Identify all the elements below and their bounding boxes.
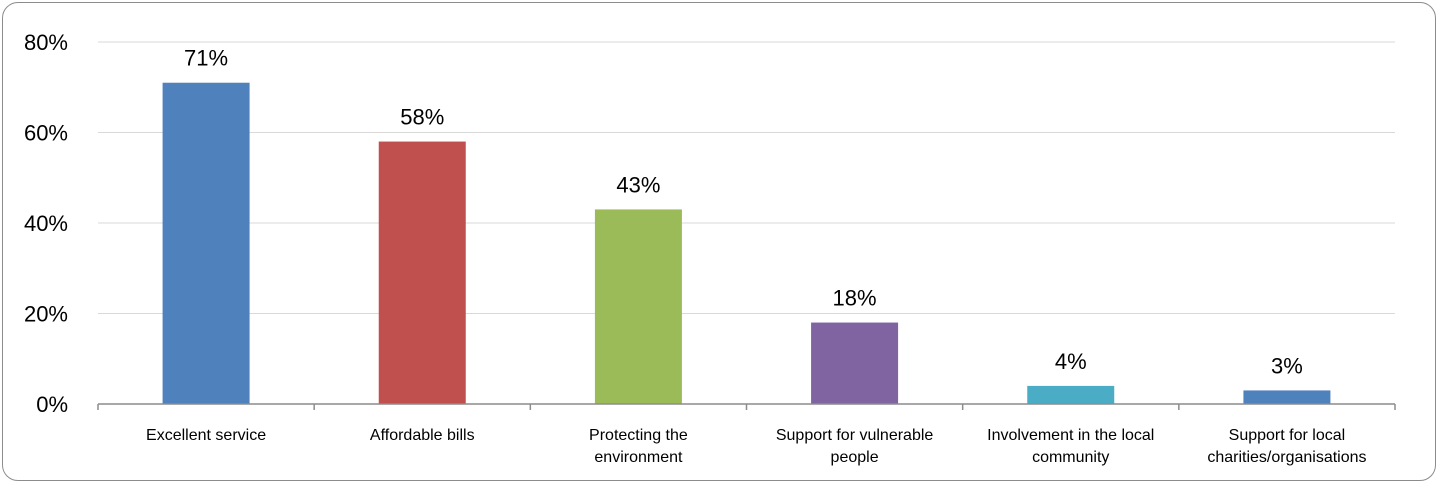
bar (811, 322, 899, 404)
x-axis (97, 403, 1396, 410)
data-label: 58% (400, 105, 444, 130)
data-label: 71% (184, 46, 228, 71)
category-label: Affordable bills (370, 427, 475, 444)
category-label-line: Support for local (1229, 427, 1346, 444)
data-label: 3% (1271, 353, 1303, 378)
y-axis-tick-labels: 0% 20% 40% 60% 80% (24, 30, 68, 417)
category-label: Excellent service (146, 427, 266, 444)
data-label: 18% (833, 286, 877, 311)
y-tick-label: 60% (24, 121, 68, 146)
data-label: 4% (1055, 349, 1087, 374)
category-label: Support for vulnerable people (776, 427, 934, 466)
bar (594, 209, 682, 404)
gridlines (98, 41, 1395, 314)
category-label-line: Protecting the (589, 427, 688, 444)
category-label-line: Involvement in the local (987, 427, 1154, 444)
bars (162, 82, 1331, 405)
bar (162, 82, 250, 404)
category-labels: Excellent service Affordable bills Protect… (146, 427, 1366, 466)
bar (1243, 390, 1331, 404)
category-label-line: Affordable bills (370, 427, 475, 444)
category-label-line: people (831, 449, 879, 466)
y-tick-label: 20% (24, 302, 68, 327)
data-labels: 71% 58% 43% 18% 4% 3% (184, 46, 1303, 379)
category-label-line: charities/organisations (1207, 449, 1366, 466)
y-tick-label: 80% (24, 30, 68, 55)
category-label: Support for local charities/organisations (1207, 427, 1366, 466)
category-label: Involvement in the local community (987, 427, 1154, 466)
y-tick-label: 0% (36, 392, 68, 417)
category-label-line: environment (594, 449, 683, 466)
category-label-line: community (1032, 449, 1109, 466)
category-label-line: Excellent service (146, 427, 266, 444)
category-label: Protecting the environment (589, 427, 688, 466)
data-label: 43% (616, 172, 660, 197)
bar (378, 141, 466, 405)
y-tick-label: 40% (24, 211, 68, 236)
category-label-line: Support for vulnerable (776, 427, 934, 444)
bar (1027, 385, 1115, 404)
